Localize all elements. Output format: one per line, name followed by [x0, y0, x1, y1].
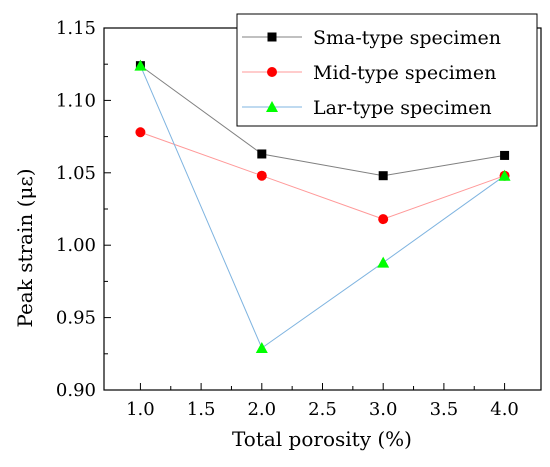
- y-tick-label: 1.10: [56, 90, 96, 111]
- x-tick-label: 2.5: [308, 399, 337, 420]
- x-tick-label: 4.0: [490, 399, 519, 420]
- data-point-lar-type-specimen: [255, 342, 268, 354]
- data-point-mid-type-specimen: [256, 170, 267, 181]
- x-tick-label: 1.0: [126, 399, 155, 420]
- legend-marker-sma-type-specimen: [267, 32, 277, 42]
- x-axis-title: Total porosity (%): [232, 427, 412, 451]
- axes: 1.0 1.5 2.0 2.5 3.0 3.5 4.0 0.90 0.95 1.00 1.05 1.1…: [56, 18, 542, 420]
- y-axis-title: Peak strain (με): [13, 168, 37, 327]
- legend-marker-lar-type-specimen: [266, 101, 278, 112]
- x-tick-label: 3.5: [430, 399, 459, 420]
- data-point-lar-type-specimen: [498, 169, 511, 181]
- data-point-mid-type-specimen: [135, 127, 146, 138]
- y-tick-label: 1.05: [56, 163, 96, 184]
- legend: Sma-type specimen Mid-type specimen Lar-ty…: [236, 13, 538, 127]
- x-tick-label: 3.0: [369, 399, 398, 420]
- y-tick-label: 0.90: [56, 380, 96, 401]
- data-point-sma-type-specimen: [378, 171, 388, 181]
- data-point-sma-type-specimen: [257, 149, 267, 159]
- y-tick-label: 1.15: [56, 18, 96, 39]
- y-tick-label: 0.95: [56, 308, 96, 329]
- data-point-mid-type-specimen: [378, 214, 389, 225]
- series-line-lar-type-specimen: [139, 65, 505, 349]
- legend-label-lar-type-specimen: Lar-type specimen: [313, 97, 492, 119]
- data-point-sma-type-specimen: [500, 150, 510, 160]
- y-tick-label: 1.00: [56, 235, 96, 256]
- series-markers: [134, 59, 511, 354]
- x-tick-label: 2.0: [247, 399, 276, 420]
- legend-label-sma-type-specimen: Sma-type specimen: [313, 27, 501, 49]
- x-tick-label: 1.5: [187, 399, 216, 420]
- legend-marker-mid-type-specimen: [267, 67, 277, 77]
- series-lines: [139, 65, 505, 349]
- data-point-lar-type-specimen: [377, 256, 390, 268]
- series-line-mid-type-specimen: [140, 131, 505, 220]
- data-point-lar-type-specimen: [134, 59, 147, 71]
- legend-label-mid-type-specimen: Mid-type specimen: [313, 62, 496, 84]
- series-line-sma-type-specimen: [140, 65, 505, 177]
